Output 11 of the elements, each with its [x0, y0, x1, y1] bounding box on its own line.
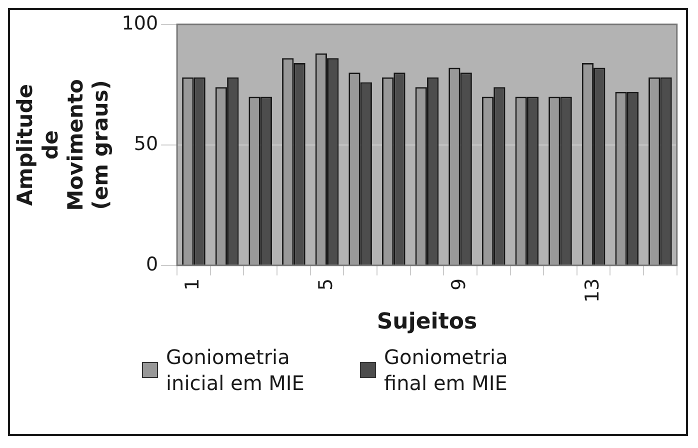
- y-tick-label: 0: [146, 253, 158, 276]
- x-tick-label: 13: [582, 278, 604, 303]
- x-tick-label: 9: [448, 278, 470, 291]
- x-axis-title: Sujeitos: [376, 310, 478, 335]
- x-tick-label: 5: [314, 278, 337, 291]
- legend-label: Goniometria inicial em MIE: [166, 344, 306, 396]
- x-tick-label: 1: [182, 278, 204, 291]
- legend-label: Goniometria final em MIE: [384, 344, 509, 396]
- y-tick-label: 100: [122, 12, 158, 34]
- y-axis-title: Amplitude de Movimento (em graus): [13, 79, 113, 211]
- y-tick-label: 50: [134, 132, 158, 155]
